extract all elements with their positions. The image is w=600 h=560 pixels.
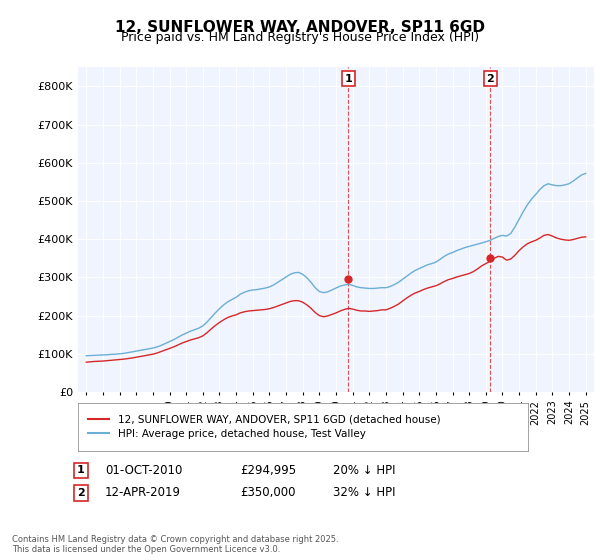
Text: 2: 2: [77, 488, 85, 498]
Text: 01-OCT-2010: 01-OCT-2010: [105, 464, 182, 477]
Text: 1: 1: [77, 465, 85, 475]
Text: 12-APR-2019: 12-APR-2019: [105, 486, 181, 500]
Text: Price paid vs. HM Land Registry's House Price Index (HPI): Price paid vs. HM Land Registry's House …: [121, 31, 479, 44]
Text: Contains HM Land Registry data © Crown copyright and database right 2025.
This d: Contains HM Land Registry data © Crown c…: [12, 535, 338, 554]
Legend: 12, SUNFLOWER WAY, ANDOVER, SP11 6GD (detached house), HPI: Average price, detac: 12, SUNFLOWER WAY, ANDOVER, SP11 6GD (de…: [83, 410, 445, 444]
Text: £350,000: £350,000: [240, 486, 296, 500]
Text: 12, SUNFLOWER WAY, ANDOVER, SP11 6GD: 12, SUNFLOWER WAY, ANDOVER, SP11 6GD: [115, 20, 485, 35]
Text: 2: 2: [487, 74, 494, 83]
Text: £294,995: £294,995: [240, 464, 296, 477]
Text: 1: 1: [344, 74, 352, 83]
Text: 20% ↓ HPI: 20% ↓ HPI: [333, 464, 395, 477]
Text: 32% ↓ HPI: 32% ↓ HPI: [333, 486, 395, 500]
